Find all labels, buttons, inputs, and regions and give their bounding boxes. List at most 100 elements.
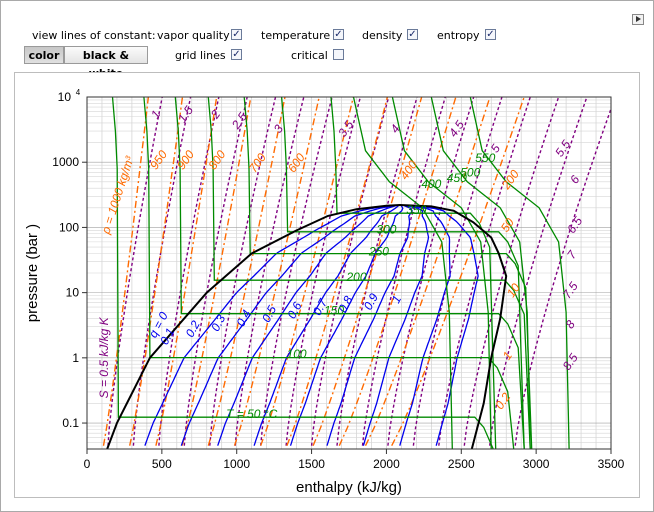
isochore-line: [207, 97, 286, 446]
quality-label: 0.2: [183, 318, 203, 340]
isotherm-line: [143, 97, 515, 449]
density-label: 10: [504, 281, 523, 300]
isotherm-line: [111, 97, 501, 449]
grid-lines-checkbox[interactable]: ✓: [231, 49, 242, 60]
temperature-label: temperature: [261, 29, 331, 42]
density-label: 600: [285, 150, 308, 175]
isentrope-line: [310, 97, 390, 446]
quality-line: [412, 205, 479, 446]
isochore-line: [338, 97, 457, 446]
panel-menu-button[interactable]: [632, 14, 644, 25]
isentrope-line: [158, 97, 220, 446]
isochore-line: [155, 97, 218, 446]
isentrope-line: [132, 97, 192, 446]
x-axis-tick-label: 3000: [523, 457, 550, 471]
isotherm-line: [430, 97, 531, 449]
isotherm-label: 100: [287, 347, 307, 361]
isochore-line: [181, 97, 252, 446]
isentrope-label: 3.5: [335, 118, 356, 140]
isentrope-line: [285, 97, 362, 446]
check-icon: ✓: [486, 29, 495, 40]
y-axis-tick-label: 100: [59, 220, 79, 234]
entropy-label: entropy: [437, 29, 480, 42]
color-mode-button[interactable]: color: [24, 46, 64, 64]
isentrope-line: [412, 97, 503, 446]
isotherm-label: 300: [376, 223, 396, 237]
isentrope-label: 7: [564, 247, 580, 262]
isotherm-label: 500: [460, 166, 480, 180]
density-label: density: [362, 29, 403, 42]
pressure-enthalpy-chart: 0.1 0.2 0.3 0.4 0.5 0.6 0.7 0.8 0.9 1q = 0T = 50 …: [24, 88, 625, 496]
isotherm-label: T = 50 °C: [226, 407, 277, 421]
saturation-dome: [106, 203, 508, 449]
isochore-line: [312, 97, 423, 446]
isentrope-label: 1: [148, 108, 163, 122]
isentrope-line: [438, 97, 532, 446]
quality-line: [217, 205, 396, 446]
isentrope-line: [183, 97, 248, 446]
density-label: 0.2: [492, 390, 513, 412]
quality-line: [362, 205, 430, 446]
y-axis-title: pressure (bar ): [24, 224, 41, 322]
density-label: 1: [500, 349, 515, 363]
isotherm-line: [207, 97, 531, 449]
quality-line: [253, 205, 399, 446]
x-axis-tick-label: 1500: [298, 457, 325, 471]
isentrope-label: 5.5: [552, 137, 573, 159]
y-axis-tick-label: 0.1: [62, 416, 79, 430]
temperature-checkbox[interactable]: ✓: [333, 29, 344, 40]
quality-line: [326, 205, 413, 446]
critical-label: critical: [291, 49, 328, 62]
critical-checkbox[interactable]: [333, 49, 344, 60]
isotherm-line: [330, 97, 497, 449]
check-icon: ✓: [232, 29, 241, 40]
quality-label: 0.3: [208, 312, 228, 334]
quality-line: [399, 205, 451, 446]
vapor-quality-checkbox[interactable]: ✓: [231, 29, 242, 40]
x-axis-title: enthalpy (kJ/kg): [296, 479, 402, 496]
isotherm-label: 450: [447, 171, 467, 185]
isochore-line: [233, 97, 320, 446]
isochore-line: [391, 97, 525, 447]
chart-curves: [102, 97, 611, 449]
isentrope-line: [260, 97, 333, 446]
density-label: 400: [397, 158, 420, 183]
isentrope-label: S = 0.5 kJ/kg K: [97, 316, 111, 398]
check-icon: ✓: [232, 49, 241, 60]
check-icon: ✓: [334, 29, 343, 40]
isentrope-line: [463, 97, 560, 446]
quality-line: [180, 205, 394, 446]
x-axis-tick-label: 2500: [448, 457, 475, 471]
isochore-line: [364, 97, 491, 447]
x-axis-tick-label: 1000: [223, 457, 250, 471]
quality-label: 0.1: [157, 326, 177, 347]
isentrope-line: [514, 106, 611, 446]
x-axis-tick-label: 3500: [598, 457, 625, 471]
view-lines-label: view lines of constant:: [32, 29, 156, 42]
y-axis-top-tick-label: 10: [58, 90, 72, 104]
isotherm-label: 250: [368, 245, 389, 259]
isotherm-label: 400: [421, 177, 441, 191]
isentrope-line: [387, 97, 475, 446]
density-checkbox[interactable]: ✓: [407, 29, 418, 40]
x-axis-tick-label: 500: [152, 457, 172, 471]
y-axis-tick-label: 1000: [52, 155, 79, 169]
isotherm-label: 350: [406, 203, 426, 217]
quality-line: [289, 205, 404, 446]
isotherm-line: [280, 97, 525, 449]
entropy-checkbox[interactable]: ✓: [485, 29, 496, 40]
grid-lines-label: grid lines: [175, 49, 226, 62]
isotherm-label: 150: [324, 304, 344, 318]
isentrope-label: 4.5: [446, 118, 467, 140]
isochore-line: [102, 97, 150, 446]
x-axis-tick-label: 0: [84, 457, 91, 471]
y-axis-tick-label: 10: [66, 286, 80, 300]
isotherm-label: 200: [345, 270, 366, 284]
isotherm-line: [174, 97, 525, 449]
check-icon: ✓: [408, 29, 417, 40]
vapor-quality-label: vapor quality: [157, 29, 230, 42]
isentrope-label: 6.5: [564, 214, 585, 236]
x-axis-tick-label: 2000: [373, 457, 400, 471]
black-white-mode-button[interactable]: black & white: [64, 46, 148, 80]
